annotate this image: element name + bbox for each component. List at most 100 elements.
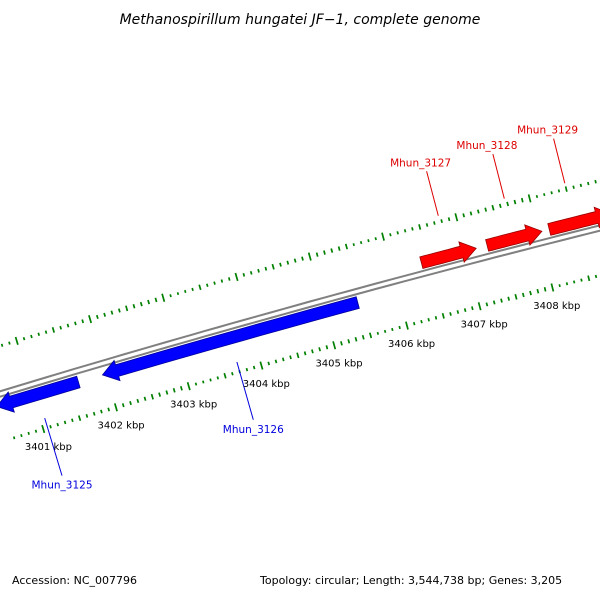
- ruler-tick: [462, 213, 466, 218]
- ruler-tick: [361, 334, 365, 340]
- ruler-tick: [264, 266, 268, 271]
- ruler-tick: [579, 183, 583, 188]
- scale-label: 3403 kbp: [170, 400, 217, 411]
- ruler-tick: [469, 211, 473, 216]
- ruler-tick: [121, 403, 125, 408]
- ruler-tick: [476, 209, 480, 214]
- ruler-tick: [22, 336, 26, 341]
- ruler-tick: [169, 294, 172, 298]
- ruler-tick: [347, 339, 351, 344]
- ruler-tick: [411, 227, 414, 231]
- ruler-tick: [543, 193, 546, 197]
- ruler-tick: [147, 299, 151, 305]
- gene-arrow-Mhun_3125[interactable]: [0, 375, 81, 413]
- ruler-tick: [433, 221, 436, 225]
- ruler-tick: [376, 331, 380, 335]
- ruler-tick: [176, 292, 180, 296]
- ruler-tick: [274, 359, 278, 364]
- gene-label-Mhun_3127[interactable]: Mhun_3127: [390, 157, 451, 169]
- gene-arrow-Mhun_3127[interactable]: [419, 241, 477, 269]
- ruler-tick: [8, 341, 11, 345]
- gene-label-Mhun_3125[interactable]: Mhun_3125: [32, 480, 93, 492]
- ruler-tick: [456, 310, 460, 314]
- scale-label: 3402 kbp: [98, 421, 145, 432]
- ruler-tick: [27, 431, 30, 435]
- ruler-tick: [44, 330, 48, 334]
- ruler-tick: [564, 186, 568, 192]
- ruler-tick: [352, 243, 355, 247]
- ruler-tick: [289, 355, 292, 360]
- ruler-tick: [100, 409, 103, 414]
- ruler-tick: [463, 308, 467, 313]
- ruler-tick: [391, 327, 394, 332]
- ruler-tick: [332, 341, 337, 350]
- ruler-tick: [202, 380, 205, 384]
- ruler-tick: [216, 376, 220, 380]
- gene-label-Mhun_3126[interactable]: Mhun_3126: [223, 424, 284, 436]
- ruler-tick: [318, 347, 322, 352]
- gene-arrow-Mhun_3126[interactable]: [101, 296, 360, 382]
- ruler-tick: [113, 403, 118, 412]
- ruler-tick: [117, 308, 121, 313]
- ruler-tick: [434, 315, 438, 320]
- ruler-tick: [257, 268, 260, 273]
- ruler-tick: [498, 203, 502, 209]
- ruler-tick: [125, 305, 129, 312]
- ruler-tick: [396, 231, 399, 235]
- ruler-tick: [242, 272, 246, 277]
- gene-arrow-Mhun_3129[interactable]: [547, 206, 600, 236]
- ruler-tick: [543, 287, 547, 292]
- ruler-tick: [594, 179, 597, 184]
- ruler-tick: [427, 317, 430, 322]
- ruler-tick: [572, 280, 576, 284]
- ruler-tick: [136, 398, 140, 404]
- gene-label-Mhun_3129[interactable]: Mhun_3129: [517, 125, 578, 137]
- ruler-tick: [330, 248, 334, 253]
- ruler-tick: [231, 372, 234, 376]
- ruler-tick: [550, 191, 553, 195]
- ruler-tick: [143, 396, 147, 401]
- backbone-line: [0, 229, 600, 398]
- gene-label-Mhun_3128[interactable]: Mhun_3128: [456, 140, 517, 152]
- ruler-tick: [506, 201, 510, 207]
- ruler-tick: [179, 385, 183, 391]
- ruler-tick: [56, 422, 60, 427]
- ruler-tick: [500, 298, 503, 303]
- ruler-tick: [594, 274, 598, 279]
- ruler-tick: [245, 367, 249, 372]
- ruler-tick: [301, 256, 304, 261]
- ruler-tick: [132, 304, 136, 309]
- gene-callout-lines: [44, 138, 566, 476]
- genome-backbone: [0, 224, 600, 398]
- ruler-tick: [535, 194, 539, 199]
- gene-arrow-Mhun_3128[interactable]: [485, 224, 543, 252]
- ruler-tick: [191, 287, 194, 292]
- ruler-tick: [337, 246, 341, 251]
- ruler-tick: [440, 219, 443, 224]
- ruler-tick: [34, 429, 38, 433]
- gene-arrows: [0, 206, 600, 413]
- ruler-tick: [66, 323, 70, 328]
- ruler-tick: [359, 241, 363, 245]
- ruler-tick: [491, 204, 495, 211]
- ruler-tick: [507, 296, 511, 301]
- ruler-tick: [550, 283, 555, 292]
- ruler-tick: [172, 388, 176, 393]
- ruler-tick: [20, 434, 23, 438]
- ruler-tick: [59, 325, 63, 330]
- ruler-tick: [85, 414, 89, 418]
- ruler-tick: [213, 281, 216, 285]
- ruler-tick: [279, 262, 282, 267]
- ruler-tick: [77, 415, 82, 422]
- ruler-tick: [267, 361, 271, 366]
- ruler-tick: [110, 310, 114, 315]
- ruler-tick: [158, 392, 162, 397]
- gene-callout-line: [44, 417, 63, 476]
- scale-label: 3404 kbp: [243, 379, 290, 390]
- ruler-tick: [449, 312, 452, 316]
- ruler-tick: [520, 197, 524, 203]
- ruler-tick: [389, 233, 392, 237]
- ruler-tick: [198, 284, 202, 291]
